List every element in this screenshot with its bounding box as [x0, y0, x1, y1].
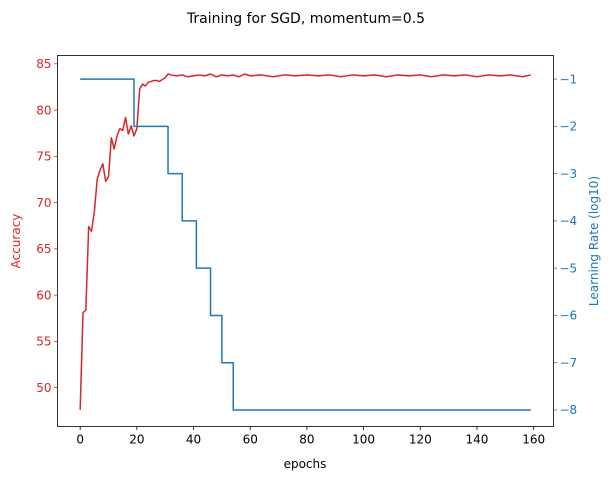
left-y-tick-label: 60 [36, 288, 51, 302]
right-y-tick-label: −5 [560, 261, 578, 275]
x-tick-label: 80 [299, 433, 314, 447]
left-y-tick-label: 55 [36, 335, 51, 349]
x-tick-label: 100 [352, 433, 375, 447]
left-y-tick-label: 65 [36, 242, 51, 256]
x-tick-label: 20 [129, 433, 144, 447]
plot-frame [57, 55, 554, 427]
x-tick-label: 40 [186, 433, 201, 447]
right-y-axis: −1 −2 −3 −4 −5 −6 −7 −8 [553, 72, 578, 417]
right-y-axis-label: Learning Rate (log10) [587, 176, 601, 306]
x-tick-label: 120 [409, 433, 432, 447]
plot-lines [79, 73, 531, 411]
right-y-tick-label: −4 [560, 214, 578, 228]
x-tick-label: 160 [522, 433, 545, 447]
x-axis: 0 20 40 60 80 100 120 140 160 [76, 426, 545, 447]
accuracy-series-line [79, 73, 531, 410]
x-tick-label: 60 [243, 433, 258, 447]
learning-rate-series-line [80, 78, 531, 411]
right-y-tick-label: −1 [560, 72, 578, 86]
left-y-axis-label: Accuracy [9, 214, 23, 269]
right-y-tick-label: −7 [560, 356, 578, 370]
left-y-tick-label: 70 [36, 196, 51, 210]
x-tick-label: 0 [76, 433, 84, 447]
right-y-tick-label: −3 [560, 167, 578, 181]
right-y-tick-label: −2 [560, 120, 578, 134]
left-y-tick-label: 85 [36, 57, 51, 71]
right-y-tick-label: −6 [560, 309, 578, 323]
left-y-tick-label: 75 [36, 150, 51, 164]
left-y-tick-label: 50 [36, 381, 51, 395]
x-tick-label: 140 [466, 433, 489, 447]
chart-title: Training for SGD, momentum=0.5 [186, 11, 425, 27]
x-axis-label: epochs [284, 457, 327, 471]
left-y-axis: 50 55 60 65 70 75 80 85 [36, 57, 58, 395]
left-y-tick-label: 80 [36, 103, 51, 117]
right-y-tick-label: −8 [560, 403, 578, 417]
